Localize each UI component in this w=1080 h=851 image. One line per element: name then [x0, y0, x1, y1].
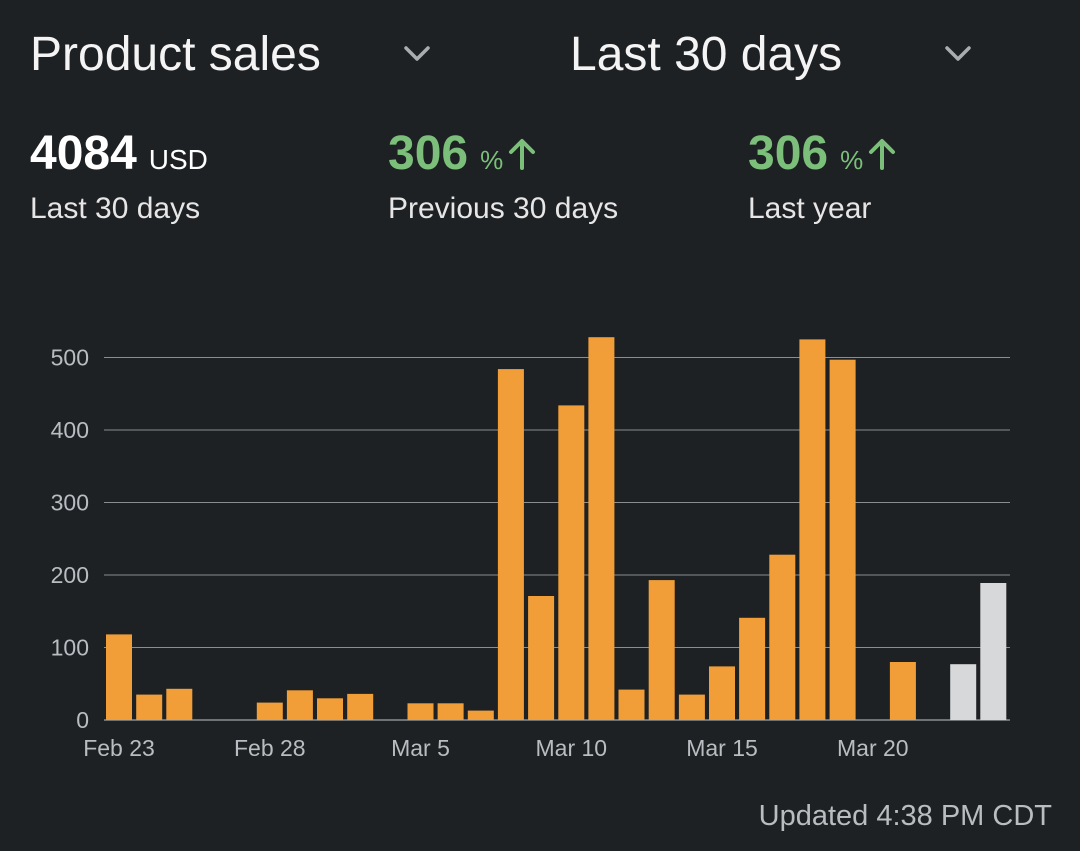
- bar[interactable]: [678, 694, 705, 720]
- bar[interactable]: [980, 583, 1007, 720]
- bar[interactable]: [769, 554, 796, 720]
- bar[interactable]: [799, 339, 826, 720]
- y-tick-label: 300: [51, 490, 89, 516]
- bar[interactable]: [166, 688, 193, 720]
- total-sales-unit: USD: [148, 144, 208, 175]
- arrow-up-icon: [509, 139, 536, 170]
- previous-period-change-value: 306: [388, 127, 469, 180]
- bar[interactable]: [648, 580, 675, 720]
- bar[interactable]: [618, 689, 645, 720]
- total-sales-value: 4084: [30, 127, 137, 180]
- previous-period-caption: Previous 30 days: [388, 192, 619, 225]
- bar[interactable]: [467, 710, 494, 720]
- x-tick-label: Mar 15: [686, 735, 758, 761]
- y-tick-label: 500: [51, 345, 89, 371]
- date-range-dropdown[interactable]: Last 30 days: [570, 22, 990, 86]
- chevron-down-icon: [945, 46, 971, 61]
- y-tick-label: 400: [51, 417, 89, 443]
- x-tick-label: Mar 20: [837, 735, 909, 761]
- metric-dropdown[interactable]: Product sales: [30, 22, 450, 86]
- total-sales-caption: Last 30 days: [30, 192, 201, 225]
- last-year-change-unit: %: [840, 145, 864, 175]
- stat-last-year: 306 % Last year: [748, 126, 897, 226]
- stat-total-sales: 4084 USD Last 30 days: [30, 126, 208, 226]
- x-tick-label: Feb 23: [83, 735, 155, 761]
- bar[interactable]: [286, 690, 313, 720]
- arrow-up-icon: [869, 139, 896, 170]
- x-tick-label: Mar 10: [536, 735, 608, 761]
- bar[interactable]: [709, 666, 735, 720]
- date-range-dropdown-label: Last 30 days: [570, 27, 843, 81]
- y-tick-label: 0: [76, 707, 89, 733]
- y-tick-label: 200: [51, 562, 89, 588]
- bar[interactable]: [889, 662, 916, 720]
- bar[interactable]: [437, 703, 464, 720]
- last-year-caption: Last year: [748, 192, 872, 225]
- stat-previous-period: 306 % Previous 30 days: [388, 126, 618, 226]
- last-updated-label: Updated 4:38 PM CDT: [758, 800, 1052, 832]
- bar[interactable]: [347, 693, 374, 720]
- bar[interactable]: [106, 634, 132, 720]
- bar[interactable]: [317, 698, 343, 721]
- bar[interactable]: [558, 405, 585, 720]
- chevron-down-icon: [404, 46, 430, 61]
- bar[interactable]: [528, 596, 555, 720]
- previous-period-change-unit: %: [480, 145, 504, 175]
- x-axis-tick-labels: Feb 23 Feb 28 Mar 5 Mar 10 Mar 15 Mar 20: [83, 735, 908, 761]
- bar[interactable]: [739, 617, 766, 720]
- bar[interactable]: [136, 694, 163, 720]
- x-tick-label: Feb 28: [234, 735, 306, 761]
- chart-gridlines: [104, 357, 1010, 721]
- bar[interactable]: [256, 702, 283, 720]
- x-tick-label: Mar 5: [391, 735, 450, 761]
- last-year-change-value: 306: [748, 127, 829, 180]
- chart-bars: [106, 337, 1007, 721]
- bar[interactable]: [588, 337, 615, 720]
- bar[interactable]: [497, 369, 524, 720]
- bar[interactable]: [407, 703, 434, 720]
- bar[interactable]: [950, 664, 977, 720]
- y-axis-tick-labels: 0 100 200 300 400 500: [51, 345, 89, 734]
- sales-bar-chart: 0 100 200 300 400 500 Feb 23 Feb 28 Mar 5 Mar 10…: [51, 337, 1010, 761]
- metric-dropdown-label: Product sales: [30, 27, 321, 81]
- bar[interactable]: [829, 359, 856, 720]
- y-tick-label: 100: [51, 635, 89, 661]
